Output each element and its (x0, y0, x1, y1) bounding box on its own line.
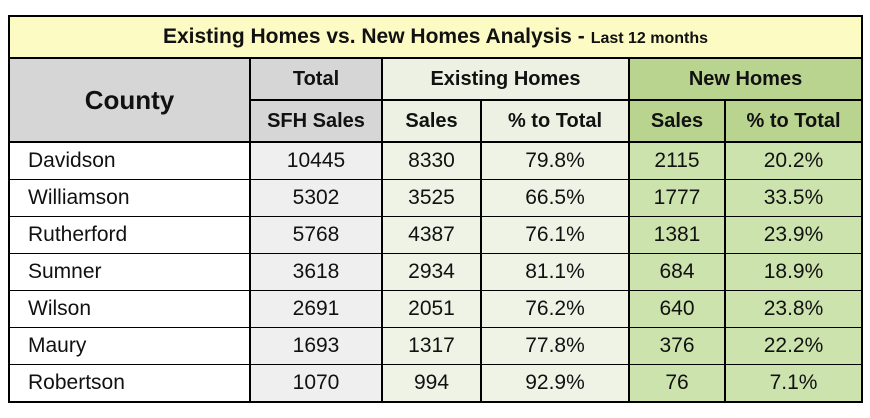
table-row: Wilson 2691 2051 76.2% 640 23.8% (8, 290, 864, 328)
total-header-line1: Total (249, 57, 383, 101)
existing-sales-cell: 8330 (381, 141, 482, 180)
new-pct-cell: 23.9% (723, 216, 864, 254)
existing-sales-cell: 994 (381, 364, 482, 403)
existing-pct-cell: 66.5% (480, 179, 630, 217)
table-title: Existing Homes vs. New Homes Analysis - L… (7, 15, 864, 59)
total-sales-cell: 10445 (249, 141, 383, 180)
new-sales-cell: 76 (628, 364, 726, 403)
county-cell: Robertson (8, 364, 251, 403)
table-row: Maury 1693 1317 77.8% 376 22.2% (8, 327, 864, 365)
existing-pct-cell: 77.8% (480, 327, 630, 365)
sales-analysis-table: Existing Homes vs. New Homes Analysis - L… (7, 15, 864, 403)
new-sales-cell: 684 (628, 253, 726, 291)
table-row: Rutherford 5768 4387 76.1% 1381 23.9% (8, 216, 864, 254)
county-cell: Rutherford (8, 216, 251, 254)
county-cell: Wilson (8, 290, 251, 328)
existing-pct-cell: 81.1% (480, 253, 630, 291)
existing-sales-cell: 4387 (381, 216, 482, 254)
table-row: Robertson 1070 994 92.9% 76 7.1% (8, 364, 864, 403)
county-header: County (8, 57, 251, 143)
county-cell: Williamson (8, 179, 251, 217)
table-row: Davidson 10445 8330 79.8% 2115 20.2% (8, 141, 864, 180)
existing-pct-cell: 79.8% (480, 141, 630, 180)
existing-sales-cell: 3525 (381, 179, 482, 217)
total-sales-cell: 3618 (249, 253, 383, 291)
existing-pct-cell: 76.1% (480, 216, 630, 254)
new-sales-cell: 640 (628, 290, 726, 328)
table-row: Sumner 3618 2934 81.1% 684 18.9% (8, 253, 864, 291)
new-pct-cell: 22.2% (723, 327, 864, 365)
total-sales-cell: 1693 (249, 327, 383, 365)
new-pct-cell: 7.1% (723, 364, 864, 403)
total-sales-cell: 5768 (249, 216, 383, 254)
new-pct-cell: 33.5% (723, 179, 864, 217)
new-homes-header: New Homes (627, 57, 864, 101)
new-pct-cell: 20.2% (723, 141, 864, 180)
existing-sales-cell: 2051 (381, 290, 482, 328)
county-cell: Sumner (8, 253, 251, 291)
county-cell: Davidson (8, 141, 251, 180)
new-sales-cell: 376 (628, 327, 726, 365)
new-pct-cell: 18.9% (723, 253, 864, 291)
table-title-suffix: Last 12 months (590, 30, 709, 47)
new-sales-cell: 1777 (628, 179, 726, 217)
new-sales-header: Sales (628, 99, 726, 143)
total-sales-cell: 5302 (249, 179, 383, 217)
total-header-line2: SFH Sales (249, 99, 383, 143)
existing-sales-cell: 2934 (381, 253, 482, 291)
table-row: Williamson 5302 3525 66.5% 1777 33.5% (8, 179, 864, 217)
existing-pct-cell: 92.9% (480, 364, 630, 403)
total-sales-cell: 2691 (249, 290, 383, 328)
new-pct-cell: 23.8% (723, 290, 864, 328)
new-sales-cell: 2115 (628, 141, 726, 180)
existing-homes-header: Existing Homes (381, 57, 630, 101)
existing-sales-header: Sales (381, 99, 482, 143)
table-title-main: Existing Homes vs. New Homes Analysis - (162, 25, 585, 48)
sales-analysis-table-container: Existing Homes vs. New Homes Analysis - L… (7, 15, 864, 403)
existing-pct-header: % to Total (480, 99, 630, 143)
existing-sales-cell: 1317 (381, 327, 482, 365)
total-sales-cell: 1070 (249, 364, 383, 403)
new-pct-header: % to Total (723, 99, 864, 143)
new-sales-cell: 1381 (628, 216, 726, 254)
existing-pct-cell: 76.2% (480, 290, 630, 328)
county-cell: Maury (8, 327, 251, 365)
